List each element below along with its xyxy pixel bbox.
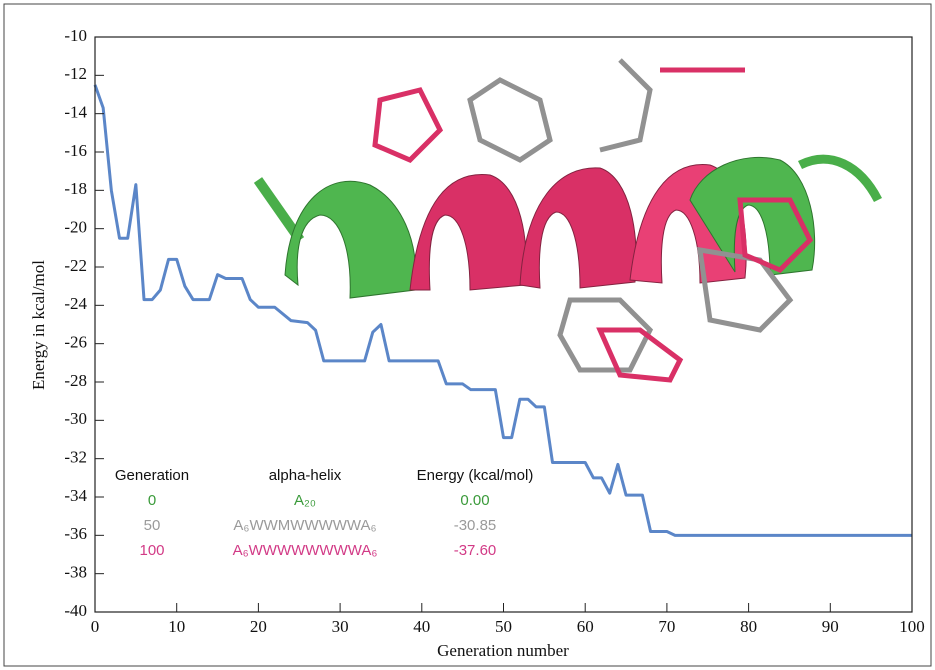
table-header: Energy (kcal/mol) (417, 467, 534, 484)
x-tick-label: 90 (822, 617, 839, 636)
x-axis-title: Generation number (437, 641, 569, 660)
x-tick-label: 70 (658, 617, 675, 636)
y-tick-label: -16 (64, 141, 87, 160)
y-tick-label: -18 (64, 179, 87, 198)
y-tick-label: -34 (64, 486, 87, 505)
y-tick-label: -38 (64, 563, 87, 582)
table-header: Generation (115, 467, 189, 484)
y-tick-label: -10 (64, 26, 87, 45)
table-cell: A₆WWWWWWWWA₆ (233, 542, 378, 559)
y-tick-label: -28 (64, 371, 87, 390)
y-axis-title: Energy in kcal/mol (29, 260, 48, 390)
x-tick-label: 80 (740, 617, 757, 636)
x-tick-label: 0 (91, 617, 100, 636)
y-tick-label: -40 (64, 601, 87, 620)
table-cell: -30.85 (454, 517, 497, 534)
x-tick-label: 100 (899, 617, 925, 636)
frame (4, 4, 931, 666)
y-tick-label: -26 (64, 333, 87, 352)
y-tick-label: -14 (64, 103, 87, 122)
x-tick-label: 40 (413, 617, 430, 636)
chart: Energy in kcal/mol Generation number -40… (0, 0, 935, 670)
table-cell: A₆WWMWWWWWA₆ (233, 517, 376, 534)
y-tick-label: -36 (64, 524, 87, 543)
x-tick-label: 50 (495, 617, 512, 636)
y-tick-label: -24 (64, 294, 87, 313)
table-cell: 50 (144, 517, 161, 534)
table-cell: 100 (139, 542, 164, 559)
x-tick-label: 60 (577, 617, 594, 636)
table-cell: 0.00 (460, 492, 489, 509)
table-cell: A₂₀ (294, 492, 316, 509)
y-tick-label: -12 (64, 64, 87, 83)
table-cell: -37.60 (454, 542, 497, 559)
x-tick-label: 20 (250, 617, 267, 636)
x-tick-label: 10 (168, 617, 185, 636)
y-tick-label: -20 (64, 218, 87, 237)
x-tick-label: 30 (332, 617, 349, 636)
table-header: alpha-helix (269, 467, 342, 484)
y-tick-label: -32 (64, 448, 87, 467)
y-tick-label: -30 (64, 409, 87, 428)
table-cell: 0 (148, 492, 156, 509)
y-tick-label: -22 (64, 256, 87, 275)
